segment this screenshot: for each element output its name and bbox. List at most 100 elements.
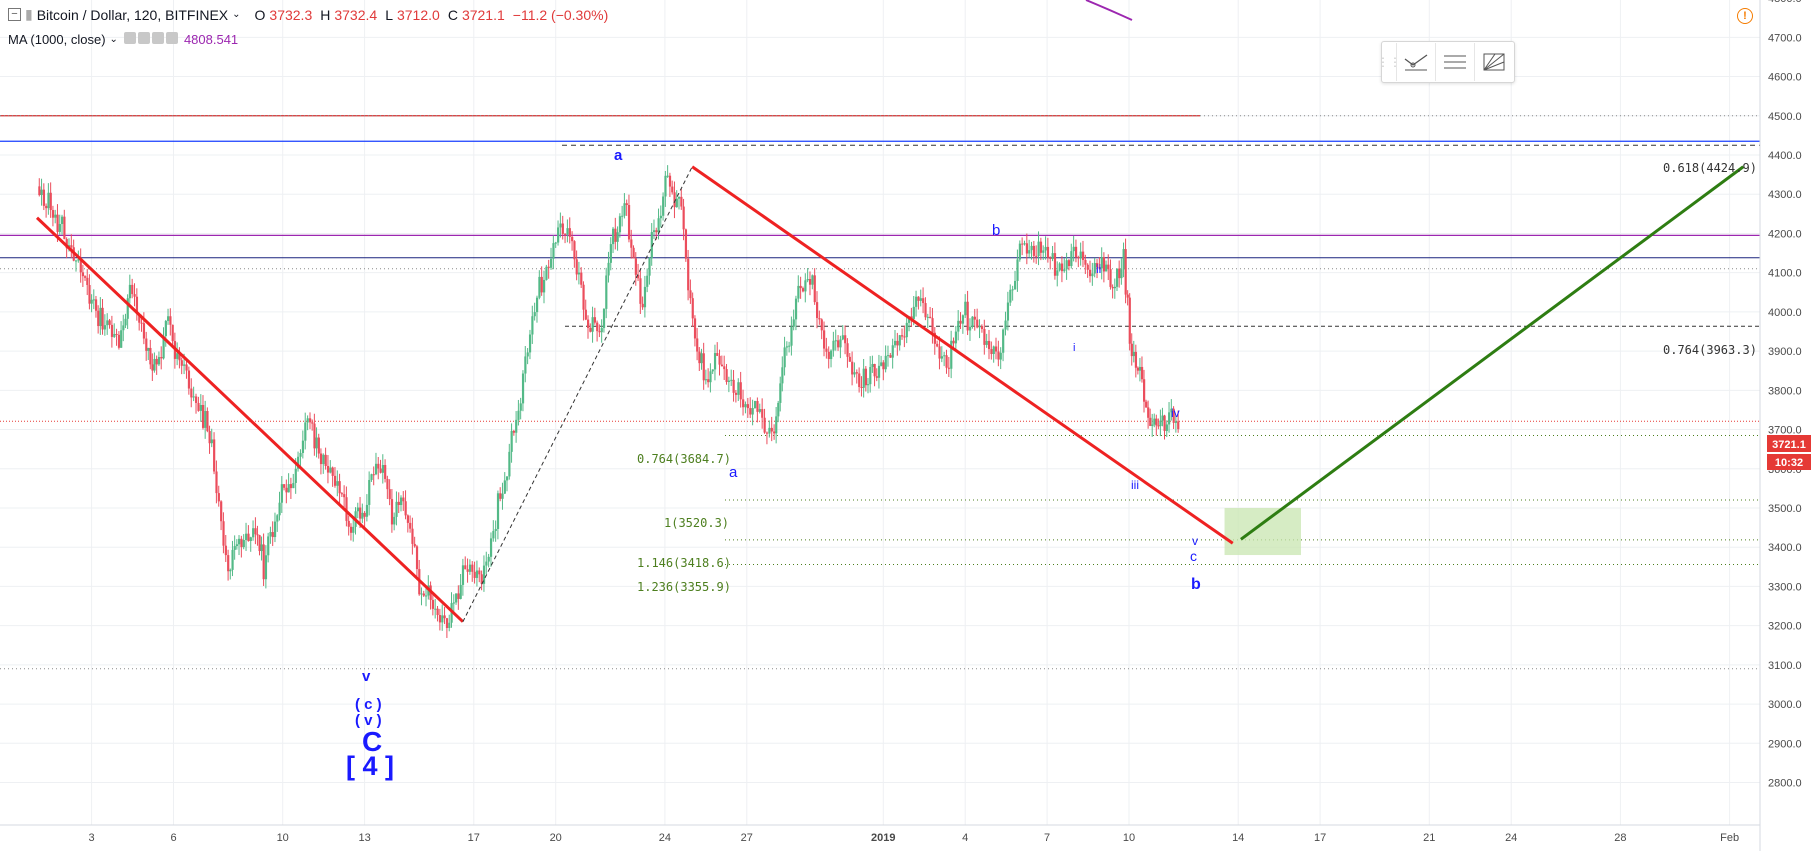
candle-body	[1147, 407, 1150, 418]
candle-body	[317, 437, 320, 454]
candle-body	[702, 353, 705, 381]
candle-body	[725, 369, 728, 382]
candle-body	[347, 520, 350, 527]
time-tick-label: 2019	[871, 832, 895, 844]
candle-body	[713, 353, 717, 370]
candle-body	[1051, 253, 1054, 260]
more-icon[interactable]	[165, 32, 178, 44]
indicator-controls[interactable]	[123, 32, 180, 47]
candle-body	[411, 528, 414, 544]
candle-body	[1120, 269, 1123, 279]
time-tick-label: 17	[468, 832, 480, 844]
candle-body	[1060, 263, 1064, 272]
candle-body	[1153, 418, 1156, 425]
candle-body	[492, 530, 495, 539]
candle-body	[264, 555, 268, 580]
candle-body	[596, 322, 599, 332]
chevron-down-icon[interactable]: ⌄	[109, 34, 118, 45]
wave-label-c-box: c	[1190, 548, 1197, 564]
candle-body	[811, 275, 814, 285]
candle-body	[564, 233, 567, 235]
candle-body	[990, 349, 993, 355]
horizontal-lines-icon[interactable]	[1435, 43, 1474, 81]
candle-body	[851, 361, 854, 375]
candle-body	[858, 373, 861, 388]
candle-body	[632, 247, 635, 259]
wave-label-iii: iii	[1131, 478, 1139, 492]
candle-body	[306, 418, 309, 423]
candle-body	[673, 192, 676, 208]
candle-body	[1049, 257, 1052, 260]
trend-line	[1240, 165, 1745, 541]
candle-body	[832, 340, 835, 351]
candle-body	[1063, 269, 1066, 272]
candle-body	[242, 539, 245, 548]
candle-body	[92, 299, 95, 301]
candle-body	[349, 526, 353, 533]
candle-body	[650, 232, 653, 259]
candle-body	[178, 353, 181, 361]
indicator-label[interactable]: MA (1000, close)	[8, 32, 106, 47]
candle-body	[370, 474, 373, 480]
price-axis[interactable]: 4800.0 4700.0 4600.0 4500.0 4400.0 4300.0 4200…	[1759, 0, 1802, 851]
eye-icon[interactable]	[123, 32, 136, 44]
candle-body	[508, 451, 511, 477]
settings-icon[interactable]	[137, 32, 150, 44]
time-tick-label: 10	[1123, 832, 1135, 844]
candle-body	[283, 484, 286, 488]
warning-icon[interactable]: !	[1737, 8, 1753, 24]
candle-body	[299, 452, 302, 457]
candle-body	[101, 307, 104, 330]
candle-body	[1122, 249, 1125, 270]
candle-body	[404, 501, 407, 516]
candle-body	[593, 317, 597, 323]
trend-tool-icon[interactable]	[1396, 43, 1435, 81]
candle-body	[1004, 320, 1007, 330]
candle-body	[862, 368, 865, 388]
candle-body	[149, 347, 152, 365]
candle-body	[1113, 286, 1117, 289]
chevron-down-icon[interactable]: ⌄	[232, 9, 241, 20]
candle-body	[386, 478, 389, 490]
collapse-icon[interactable]: −	[8, 8, 21, 21]
candle-body	[86, 277, 89, 286]
candle-body	[605, 275, 608, 309]
candle-body	[980, 326, 984, 330]
candle-body	[457, 593, 460, 599]
symbol-title[interactable]: Bitcoin / Dollar, 120, BITFINEX	[36, 6, 229, 23]
drag-handle-icon[interactable]: ⋮⋮	[1377, 55, 1401, 69]
price-tick-label: 4800.0	[1768, 0, 1802, 5]
candle-body	[1098, 267, 1101, 269]
candle-body	[47, 192, 50, 209]
price-tick-label: 3000.0	[1768, 699, 1802, 711]
candle-body	[1039, 241, 1043, 253]
candle-body	[278, 502, 281, 516]
candle-body	[646, 275, 649, 287]
candle-body	[737, 382, 740, 395]
candle-body	[422, 593, 425, 596]
candle-body	[292, 482, 295, 489]
gann-fan-icon[interactable]	[1474, 43, 1513, 81]
candle-body	[217, 493, 220, 502]
candle-body	[823, 330, 826, 349]
candle-body	[190, 388, 193, 398]
price-tick-label: 4700.0	[1768, 32, 1802, 44]
candle-body	[540, 276, 543, 293]
candle-body	[773, 431, 776, 434]
indicator-legend[interactable]: MA (1000, close) ⌄ 4808.541	[8, 32, 242, 47]
candle-body	[589, 327, 592, 332]
time-tick-label: 3	[89, 832, 95, 844]
plus-icon[interactable]	[151, 32, 164, 44]
candle-body	[455, 593, 458, 603]
candle-body	[931, 318, 934, 333]
candle-body	[746, 404, 750, 409]
candle-body	[770, 427, 773, 432]
candle-body	[294, 468, 297, 483]
candle-body	[825, 348, 828, 352]
candle-body	[199, 404, 202, 411]
candle-body	[547, 266, 550, 268]
time-axis[interactable]: 3 6 10 13 17 20 24 27 2019 4 7 10 14 17 21 24 28 Feb	[0, 824, 1760, 844]
candle-body	[329, 467, 332, 473]
